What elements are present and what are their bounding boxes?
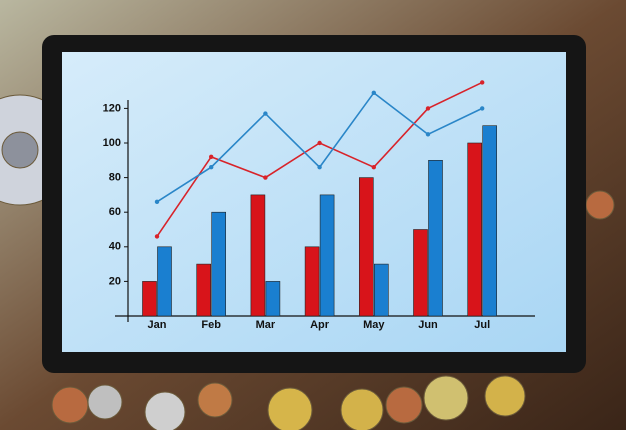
- x-tick-label: May: [363, 319, 385, 331]
- line-point: [425, 106, 431, 111]
- line-point: [480, 106, 485, 111]
- bar: [319, 194, 335, 317]
- y-tick-label: 60: [109, 206, 121, 218]
- bar: [304, 246, 320, 317]
- line-point: [263, 111, 268, 116]
- bar: [482, 125, 498, 317]
- bar: [467, 142, 483, 317]
- line-point: [209, 165, 214, 170]
- bar: [373, 263, 389, 317]
- plot: 20 40 60 80 100 120 Jan Feb Mar Apr May Jun Jul: [103, 80, 498, 331]
- x-tick-label: Feb: [201, 319, 221, 331]
- line-point: [317, 140, 322, 146]
- line-point: [317, 165, 322, 170]
- line-point: [371, 90, 376, 96]
- line-point: [371, 165, 376, 170]
- bar: [211, 211, 226, 317]
- line-point: [154, 199, 160, 205]
- y-tick-label: 20: [109, 275, 121, 287]
- y-tick-label: 80: [109, 172, 121, 184]
- line-point: [425, 132, 431, 137]
- x-tick-label: Jul: [474, 319, 490, 331]
- line-point: [154, 234, 160, 239]
- bar: [428, 160, 443, 317]
- line-point: [209, 154, 214, 160]
- bar: [358, 177, 374, 317]
- bar: [413, 229, 428, 317]
- x-tick-label: Jun: [418, 319, 438, 331]
- bar: [142, 281, 157, 317]
- bar: [250, 194, 266, 317]
- bar: [265, 281, 281, 317]
- x-tick-label: Jan: [148, 319, 167, 331]
- bar: [196, 263, 211, 317]
- bar: [157, 246, 172, 317]
- line-point: [263, 175, 268, 180]
- x-tick-label: Mar: [256, 319, 276, 331]
- line-point: [480, 80, 485, 85]
- y-tick-label: 40: [109, 241, 121, 253]
- y-tick-label: 100: [103, 137, 121, 149]
- y-tick-label: 120: [103, 102, 121, 114]
- x-tick-label: Apr: [310, 319, 330, 331]
